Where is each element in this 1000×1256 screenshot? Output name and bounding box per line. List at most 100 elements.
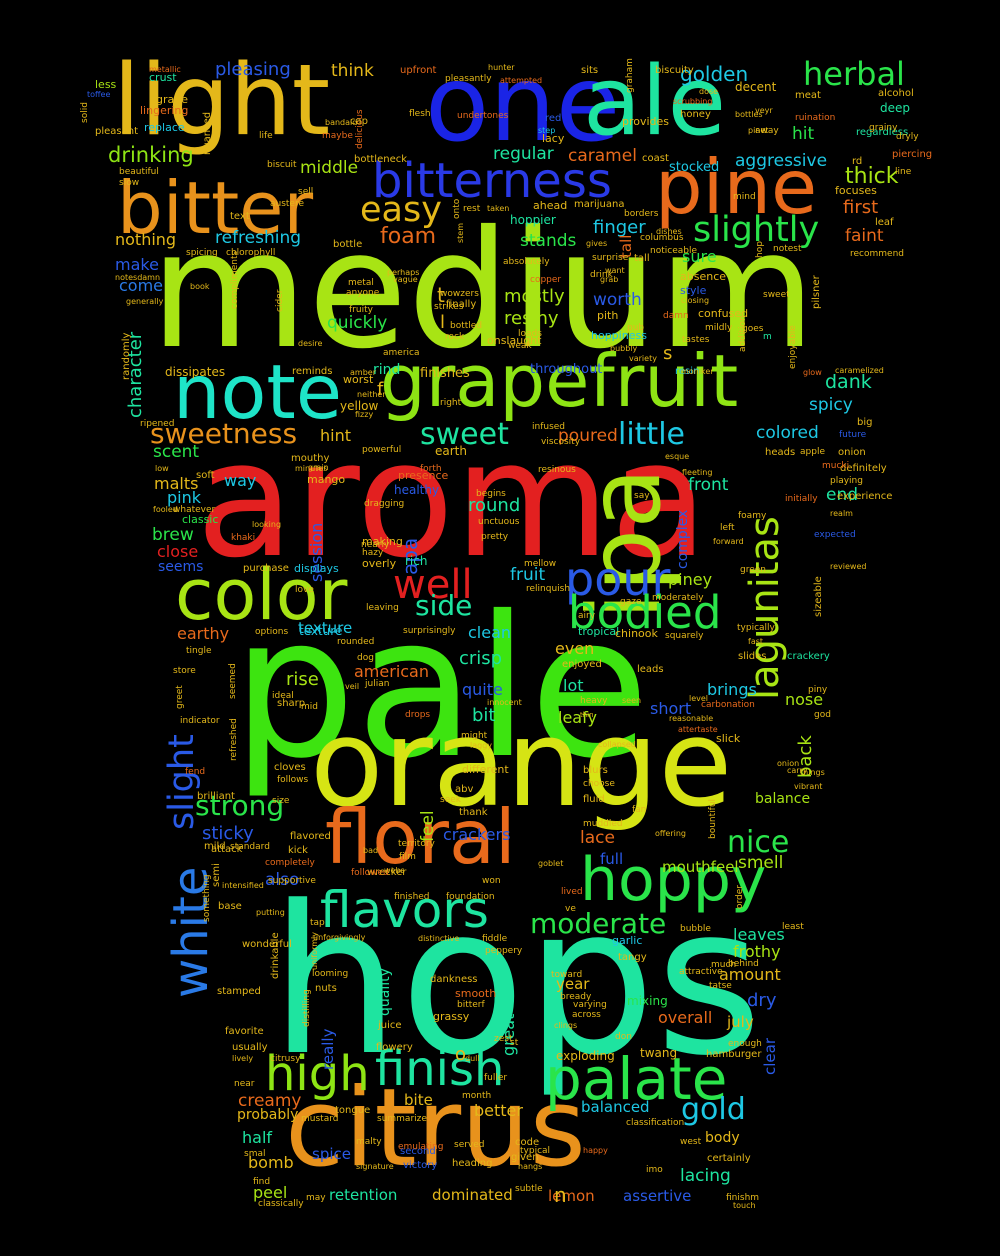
word-84: earthy: [177, 624, 230, 643]
word-224: bubble: [680, 924, 711, 934]
word-177: rich: [405, 554, 428, 568]
word-295: austere: [270, 199, 305, 209]
word-55: sure: [682, 247, 717, 266]
word-434: mildly: [705, 323, 733, 333]
word-254: bottle: [333, 239, 363, 250]
word-166: resin: [675, 366, 700, 377]
word-416: reasonable: [669, 714, 714, 723]
word-474: graham: [625, 58, 635, 93]
word-71: brew: [152, 525, 194, 545]
word-119: creamy: [238, 1091, 302, 1111]
word-206: favorite: [225, 1026, 264, 1037]
word-197: kick: [288, 845, 308, 856]
word-375: near: [234, 1079, 255, 1089]
word-199: garlic: [612, 934, 643, 947]
word-159: style: [680, 284, 707, 297]
word-391: subtle: [515, 1184, 543, 1194]
word-291: maybe: [322, 131, 353, 141]
word-429: loads: [518, 329, 542, 339]
word-141: replace: [144, 121, 185, 134]
word-354: lived: [561, 887, 583, 897]
word-283: honey: [680, 109, 711, 120]
word-54: stands: [520, 231, 577, 251]
word-444: perhaps: [387, 268, 420, 277]
word-287: piercing: [892, 149, 933, 160]
word-204: juice: [378, 1020, 402, 1031]
word-10: grapefruit: [380, 339, 739, 423]
word-158: absence: [680, 270, 727, 283]
word-432: bubbly: [610, 344, 638, 353]
word-300: ripened: [140, 419, 175, 429]
word-81: end: [826, 485, 859, 505]
word-37: side: [415, 589, 473, 622]
word-15: bitterness: [372, 153, 612, 209]
word-473: mind: [733, 192, 756, 202]
word-384: summarize: [377, 1114, 427, 1124]
word-134: mixing: [627, 994, 668, 1008]
word-100: sticky: [202, 823, 254, 844]
word-346: bountiful: [708, 798, 718, 839]
word-248: beautiful: [119, 167, 159, 177]
word-87: crisp: [459, 648, 503, 669]
word-11: floral: [325, 793, 516, 881]
word-174: mango: [307, 473, 346, 486]
word-47: aggressive: [735, 151, 828, 171]
word-453: realm: [830, 509, 853, 518]
word-32: sweet: [420, 417, 509, 452]
word-163: rind: [373, 362, 401, 378]
word-239: squarely: [665, 631, 704, 641]
word-331: laggy: [470, 741, 493, 750]
word-427: fruity: [349, 305, 373, 315]
word-489: f: [377, 379, 384, 400]
word-91: brings: [707, 680, 757, 699]
word-124: half: [242, 1128, 273, 1147]
word-480: stem: [456, 222, 465, 243]
word-274: nuanced: [202, 111, 213, 155]
word-456: amber: [350, 368, 376, 377]
word-390: hangs: [518, 1162, 543, 1171]
word-292: bandaid: [325, 118, 358, 127]
word-350: film: [399, 852, 416, 862]
word-90: lot: [563, 676, 584, 695]
word-135: exploding: [556, 1049, 615, 1063]
word-471: dryly: [896, 132, 919, 142]
word-366: fiddle: [482, 934, 508, 944]
word-64: dank: [825, 371, 872, 393]
word-182: chinook: [615, 627, 658, 640]
word-31: sweetness: [150, 417, 298, 450]
word-234: green: [740, 565, 766, 575]
word-17: hoppy: [580, 845, 767, 915]
word-46: faint: [845, 226, 884, 246]
word-276: upfront: [400, 65, 437, 76]
word-231: heads: [765, 447, 796, 458]
word-89: even: [555, 639, 595, 658]
word-395: west: [680, 1137, 702, 1147]
word-417: god: [814, 710, 831, 720]
word-367: peppery: [485, 946, 523, 956]
word-154: marijuana: [574, 199, 625, 210]
word-94: leafy: [558, 708, 597, 727]
word-400: toward: [551, 970, 583, 980]
word-51: middle: [300, 158, 359, 178]
word-223: wonderful: [242, 939, 292, 950]
word-467: mucki: [822, 461, 850, 471]
word-282: scrubbing: [673, 97, 713, 106]
word-167: dissipates: [165, 365, 226, 379]
word-220: attack: [211, 844, 243, 855]
word-150: stocked: [669, 160, 720, 175]
word-266: rest: [463, 204, 481, 214]
word-482: want: [605, 266, 625, 275]
word-48: caramel: [568, 146, 637, 166]
word-38: gold: [681, 1092, 746, 1127]
word-263: copper: [530, 275, 562, 285]
word-253: finally: [446, 299, 477, 310]
word-19: high: [265, 1046, 370, 1102]
word-288: leaf: [875, 217, 894, 228]
word-58: worth: [593, 290, 642, 310]
word-148: lacy: [542, 132, 565, 145]
word-388: dull: [465, 1054, 480, 1063]
word-139: grape: [156, 93, 188, 106]
word-162: onslaught: [487, 334, 542, 347]
word-107: also: [265, 870, 300, 890]
word-106: mouthfeel: [662, 858, 739, 876]
